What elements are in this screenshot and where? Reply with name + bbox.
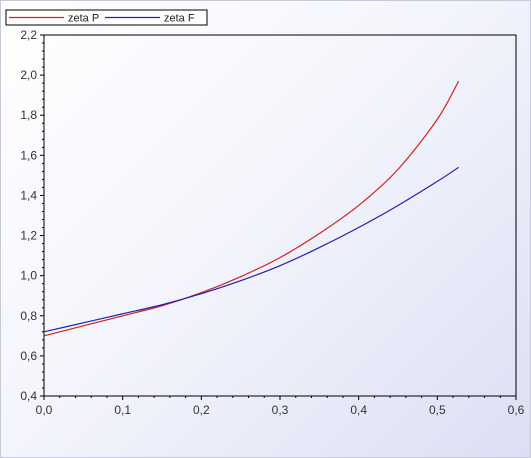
x-tick-label: 0,0 [36,403,53,417]
y-tick-label: 1,2 [20,229,37,243]
y-tick-label: 1,0 [20,269,37,283]
x-tick-label: 0,4 [350,403,367,417]
y-tick-label: 2,2 [20,28,37,42]
y-tick-label: 0,8 [20,309,37,323]
y-tick-label: 0,6 [20,349,37,363]
y-tick-label: 0,4 [20,389,37,403]
x-tick-label: 0,3 [272,403,289,417]
series-line-zeta-f [43,166,459,333]
axes: 0,4 0,6 0,8 1,0 1,2 1,4 1,6 1,8 2,0 2,2 0,0 0,1 0,2 0… [20,28,524,417]
legend-label-zeta-p: zeta P [68,13,99,25]
x-tick-label: 0,5 [429,403,446,417]
legend-label-zeta-f: zeta F [164,13,195,25]
series-group [43,80,460,337]
y-tick-label: 1,8 [20,108,37,122]
y-tick-label: 1,4 [20,188,37,202]
x-tick-label: 0,6 [508,403,525,417]
y-tick-label: 2,0 [20,68,37,82]
plot-area-border [43,34,517,397]
x-tick-label: 0,2 [193,403,210,417]
x-tick-label: 0,1 [114,403,131,417]
legend: zeta P zeta F [5,9,208,26]
y-tick-label: 1,6 [20,148,37,162]
series-line-zeta-p [43,80,460,337]
